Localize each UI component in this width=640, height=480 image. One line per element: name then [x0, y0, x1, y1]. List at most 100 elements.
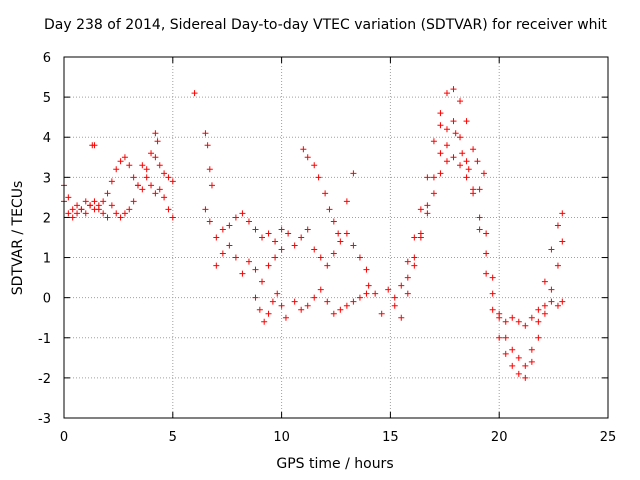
data-point	[548, 286, 555, 293]
data-point	[470, 190, 477, 197]
data-point	[208, 182, 215, 189]
data-point	[156, 162, 163, 169]
data-point	[252, 226, 259, 233]
data-point	[541, 310, 548, 317]
data-point	[502, 350, 509, 357]
data-point	[113, 166, 120, 173]
data-point	[324, 298, 331, 305]
data-point	[245, 258, 252, 265]
data-point	[502, 334, 509, 341]
data-point	[437, 150, 444, 157]
data-point	[148, 182, 155, 189]
data-point	[291, 298, 298, 305]
data-point	[317, 254, 324, 261]
data-point	[304, 226, 311, 233]
data-point	[463, 174, 470, 181]
data-point	[535, 306, 542, 313]
data-point	[143, 174, 150, 181]
data-point	[378, 310, 385, 317]
data-point	[226, 242, 233, 249]
data-point	[74, 210, 81, 217]
data-point	[100, 210, 107, 217]
data-point	[304, 302, 311, 309]
data-point	[291, 242, 298, 249]
data-point	[430, 190, 437, 197]
data-point	[239, 210, 246, 217]
data-point	[202, 130, 209, 137]
data-point	[483, 250, 490, 257]
data-point	[74, 202, 81, 209]
data-point	[483, 230, 490, 237]
data-point	[398, 314, 405, 321]
data-point	[130, 174, 137, 181]
data-point	[356, 294, 363, 301]
data-point	[548, 246, 555, 253]
data-point	[335, 230, 342, 237]
data-point	[496, 310, 503, 317]
data-point	[204, 142, 211, 149]
y-tick-label: 6	[43, 51, 51, 66]
data-point	[202, 206, 209, 213]
mark-layer	[61, 86, 566, 381]
data-point	[554, 302, 561, 309]
data-point	[252, 294, 259, 301]
data-point	[391, 294, 398, 301]
data-point	[480, 170, 487, 177]
data-point	[450, 86, 457, 93]
data-point	[350, 298, 357, 305]
data-point	[411, 234, 418, 241]
data-point	[509, 362, 516, 369]
data-point	[356, 254, 363, 261]
data-point	[126, 162, 133, 169]
data-point	[191, 90, 198, 97]
x-tick-label: 5	[169, 430, 177, 445]
data-point	[337, 306, 344, 313]
data-point	[139, 186, 146, 193]
data-point	[385, 286, 392, 293]
data-point	[450, 118, 457, 125]
data-point	[343, 302, 350, 309]
x-tick-label: 10	[273, 430, 290, 445]
data-point	[404, 290, 411, 297]
data-point	[417, 230, 424, 237]
data-point	[509, 314, 516, 321]
data-point	[559, 210, 566, 217]
data-point	[450, 154, 457, 161]
series-sdtvar	[61, 86, 566, 381]
data-point	[317, 286, 324, 293]
data-point	[337, 238, 344, 245]
data-point	[470, 146, 477, 153]
data-point	[411, 254, 418, 261]
data-point	[474, 158, 481, 165]
data-point	[239, 270, 246, 277]
data-point	[465, 166, 472, 173]
data-point	[148, 150, 155, 157]
data-point	[272, 254, 279, 261]
data-point	[226, 222, 233, 229]
y-tick-label: 0	[43, 292, 51, 307]
data-point	[311, 294, 318, 301]
data-point	[265, 310, 272, 317]
data-point	[443, 126, 450, 133]
data-point	[330, 218, 337, 225]
data-point	[463, 158, 470, 165]
data-point	[559, 238, 566, 245]
data-point	[437, 122, 444, 129]
y-tick-label: 2	[43, 211, 51, 226]
data-point	[430, 174, 437, 181]
data-point	[206, 166, 213, 173]
data-point	[121, 210, 128, 217]
plot-frame	[63, 56, 609, 419]
data-point	[265, 262, 272, 269]
data-point	[139, 162, 146, 169]
data-point	[522, 322, 529, 329]
data-point	[232, 254, 239, 261]
data-point	[365, 282, 372, 289]
data-point	[219, 250, 226, 257]
data-point	[169, 214, 176, 221]
data-point	[515, 354, 522, 361]
data-point	[437, 110, 444, 117]
data-point	[121, 154, 128, 161]
x-tick-label: 20	[491, 430, 508, 445]
